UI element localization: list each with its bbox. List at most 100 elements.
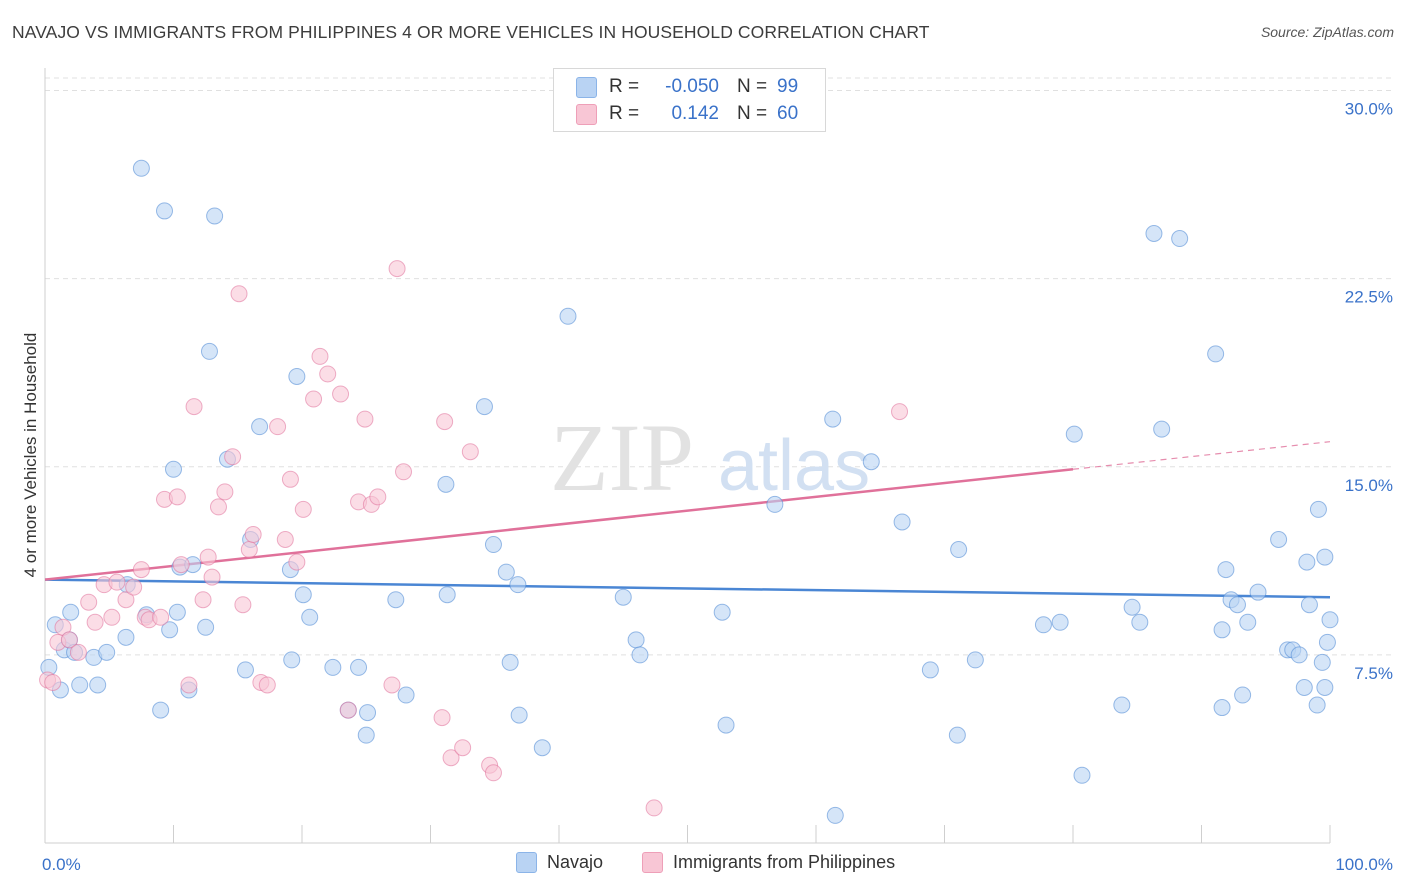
point-navajo xyxy=(301,608,319,626)
legend-swatch-philippines xyxy=(642,852,663,873)
point-philippines xyxy=(442,749,460,767)
legend-item-philippines[interactable]: Immigrants from Philippines xyxy=(642,852,895,873)
y-tick-label: 30.0% xyxy=(1345,100,1393,119)
point-navajo xyxy=(533,739,551,757)
point-navajo xyxy=(132,159,150,177)
point-navajo xyxy=(1239,613,1257,631)
point-philippines xyxy=(230,285,248,303)
point-philippines xyxy=(103,608,121,626)
y-tick-label: 7.5% xyxy=(1354,664,1393,683)
point-navajo xyxy=(1321,611,1339,629)
point-navajo xyxy=(98,643,116,661)
point-navajo xyxy=(475,398,493,416)
point-navajo xyxy=(497,563,515,581)
trend-line-navajo xyxy=(44,578,1331,599)
point-philippines xyxy=(288,553,306,571)
point-philippines xyxy=(194,591,212,609)
point-philippines xyxy=(199,548,217,566)
legend-r-value: -0.050 xyxy=(665,76,719,97)
point-philippines xyxy=(132,561,150,579)
legend-n-value: 60 xyxy=(777,103,799,124)
legend-label-philippines: Immigrants from Philippines xyxy=(673,852,896,872)
point-navajo xyxy=(1213,699,1231,717)
point-navajo xyxy=(1213,621,1231,639)
legend-item-navajo[interactable]: Navajo xyxy=(516,852,603,873)
trend-lines xyxy=(44,441,1331,599)
point-philippines xyxy=(209,498,227,516)
point-philippines xyxy=(891,403,909,421)
point-navajo xyxy=(1309,500,1327,518)
point-philippines xyxy=(168,488,186,506)
point-navajo xyxy=(893,513,911,531)
point-philippines xyxy=(311,347,329,365)
point-philippines xyxy=(383,676,401,694)
point-navajo xyxy=(862,453,880,471)
point-navajo xyxy=(89,676,107,694)
point-philippines xyxy=(185,398,203,416)
point-navajo xyxy=(71,676,89,694)
legend-n-label: N = xyxy=(737,103,768,124)
legend-r-label: R = xyxy=(609,103,640,124)
point-philippines xyxy=(80,593,98,611)
point-navajo xyxy=(1123,598,1141,616)
point-philippines xyxy=(203,568,221,586)
trend-line-philippines xyxy=(44,468,1074,581)
axes xyxy=(44,68,1331,844)
point-navajo xyxy=(387,591,405,609)
point-navajo xyxy=(294,586,312,604)
point-navajo xyxy=(62,603,80,621)
point-navajo xyxy=(1298,553,1316,571)
point-navajo xyxy=(627,631,645,649)
point-navajo xyxy=(165,460,182,478)
point-navajo xyxy=(359,704,377,722)
legend-n-value: 99 xyxy=(777,76,799,97)
point-navajo xyxy=(921,661,939,679)
point-navajo xyxy=(1318,633,1336,651)
point-navajo xyxy=(1316,548,1334,566)
point-philippines xyxy=(86,613,104,631)
legend-n-label: N = xyxy=(737,76,768,97)
trend-extension-philippines xyxy=(1072,441,1331,470)
point-philippines xyxy=(461,443,479,461)
point-navajo xyxy=(1290,646,1308,664)
tick-labels: 7.5% 15.0% 22.5% 30.0% 0.0% 100.0% xyxy=(42,100,1393,874)
point-navajo xyxy=(1300,596,1318,614)
point-philippines xyxy=(152,608,170,626)
point-navajo xyxy=(824,410,842,428)
point-navajo xyxy=(1051,613,1069,631)
legend-row-philippines: R = 0.142 N = 60 xyxy=(576,101,798,127)
point-philippines xyxy=(240,541,258,559)
point-philippines xyxy=(216,483,234,501)
point-navajo xyxy=(161,621,179,639)
watermark: ZIP atlas xyxy=(550,404,870,511)
point-philippines xyxy=(44,673,62,691)
point-navajo xyxy=(501,653,519,671)
point-navajo xyxy=(1313,653,1331,671)
point-navajo xyxy=(826,806,844,824)
point-philippines xyxy=(69,643,87,661)
point-navajo xyxy=(1295,678,1313,696)
point-philippines xyxy=(433,709,451,727)
point-navajo xyxy=(288,367,306,385)
point-philippines xyxy=(60,631,78,649)
y-tick-label: 22.5% xyxy=(1345,288,1393,307)
point-philippines xyxy=(258,676,276,694)
point-navajo xyxy=(1145,225,1163,243)
source-credit: Source: ZipAtlas.com xyxy=(1260,24,1394,40)
point-navajo xyxy=(397,686,415,704)
point-navajo xyxy=(438,586,456,604)
point-navajo xyxy=(357,726,375,744)
legend-swatch-navajo xyxy=(576,76,597,98)
point-navajo xyxy=(713,603,731,621)
point-navajo xyxy=(1065,425,1083,443)
point-philippines xyxy=(224,448,242,466)
point-philippines xyxy=(319,365,337,383)
data-points xyxy=(39,159,1339,824)
point-navajo xyxy=(559,307,577,325)
chart-title: NAVAJO VS IMMIGRANTS FROM PHILIPPINES 4 … xyxy=(12,22,930,42)
legend-r-value: 0.142 xyxy=(671,103,719,124)
point-navajo xyxy=(1171,230,1189,248)
y-axis-title: 4 or more Vehicles in Household xyxy=(21,333,40,578)
point-navajo xyxy=(1131,613,1149,631)
point-philippines xyxy=(276,531,294,549)
